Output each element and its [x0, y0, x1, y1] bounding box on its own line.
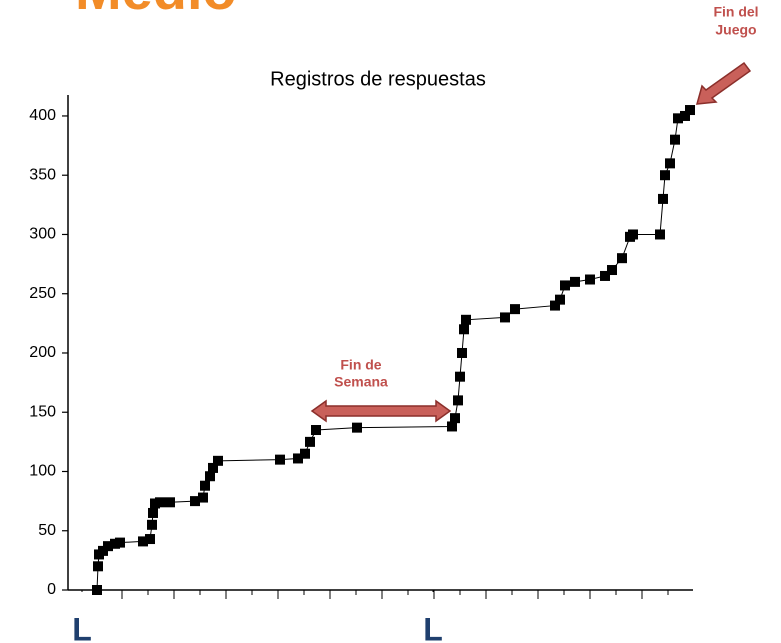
- y-tick-label: 50: [38, 522, 56, 539]
- marker: [300, 448, 310, 459]
- marker: [665, 158, 675, 169]
- annotation-line: Fin de: [340, 357, 381, 373]
- marker: [658, 193, 668, 204]
- x-tick-label: L: [423, 611, 443, 643]
- marker: [453, 395, 463, 406]
- marker: [500, 312, 510, 323]
- x-tick-label: L: [72, 611, 92, 643]
- series-line: [96, 109, 691, 591]
- marker: [92, 585, 102, 595]
- marker: [655, 229, 665, 240]
- x-minor-ticks: [95, 590, 669, 599]
- annotation-line: Fin del: [713, 4, 758, 20]
- marker: [570, 276, 580, 287]
- y-tick-label: 0: [47, 581, 56, 598]
- slide-title: Medio: [75, 0, 237, 21]
- weekend-arrow: [310, 399, 452, 423]
- annotation-line: Semana: [334, 374, 388, 390]
- y-tick-label: 400: [29, 107, 56, 124]
- marker: [311, 425, 321, 436]
- y-tick-label: 150: [29, 403, 56, 420]
- marker: [352, 422, 362, 433]
- y-tick-label: 300: [29, 226, 56, 243]
- y-tick-label: 250: [29, 285, 56, 302]
- marker: [103, 541, 113, 552]
- marker: [685, 105, 695, 116]
- end-arrow: [695, 61, 752, 105]
- marker: [293, 453, 303, 464]
- marker: [450, 413, 460, 424]
- marker: [628, 229, 638, 240]
- marker: [93, 561, 103, 572]
- marker: [198, 492, 208, 503]
- chart-title: Registros de respuestas: [270, 68, 486, 90]
- marker: [447, 421, 457, 432]
- marker: [155, 497, 165, 508]
- marker: [457, 347, 467, 358]
- y-tick-label: 100: [29, 463, 56, 480]
- marker: [510, 304, 520, 315]
- marker: [147, 519, 157, 530]
- marker: [555, 294, 565, 305]
- marker: [115, 537, 125, 548]
- marker: [275, 454, 285, 465]
- marker: [213, 455, 223, 466]
- marker: [617, 253, 627, 264]
- marker: [461, 314, 471, 325]
- marker: [660, 170, 670, 181]
- marker: [190, 496, 200, 507]
- marker: [680, 110, 690, 121]
- marker: [585, 274, 595, 285]
- marker: [673, 113, 683, 124]
- marker: [145, 534, 155, 545]
- marker: [607, 265, 617, 276]
- marker: [138, 536, 148, 547]
- marker: [305, 436, 315, 447]
- marker: [560, 280, 570, 291]
- marker: [148, 507, 158, 518]
- marker: [205, 471, 215, 482]
- y-tick-label: 200: [29, 344, 56, 361]
- marker: [670, 134, 680, 145]
- annotation-line: Juego: [715, 22, 756, 38]
- marker: [455, 371, 465, 382]
- marker: [600, 270, 610, 281]
- marker: [459, 324, 469, 335]
- marker: [200, 480, 210, 491]
- marker: [165, 497, 175, 508]
- marker: [550, 300, 560, 311]
- marker: [208, 462, 218, 473]
- y-tick-label: 350: [29, 166, 56, 183]
